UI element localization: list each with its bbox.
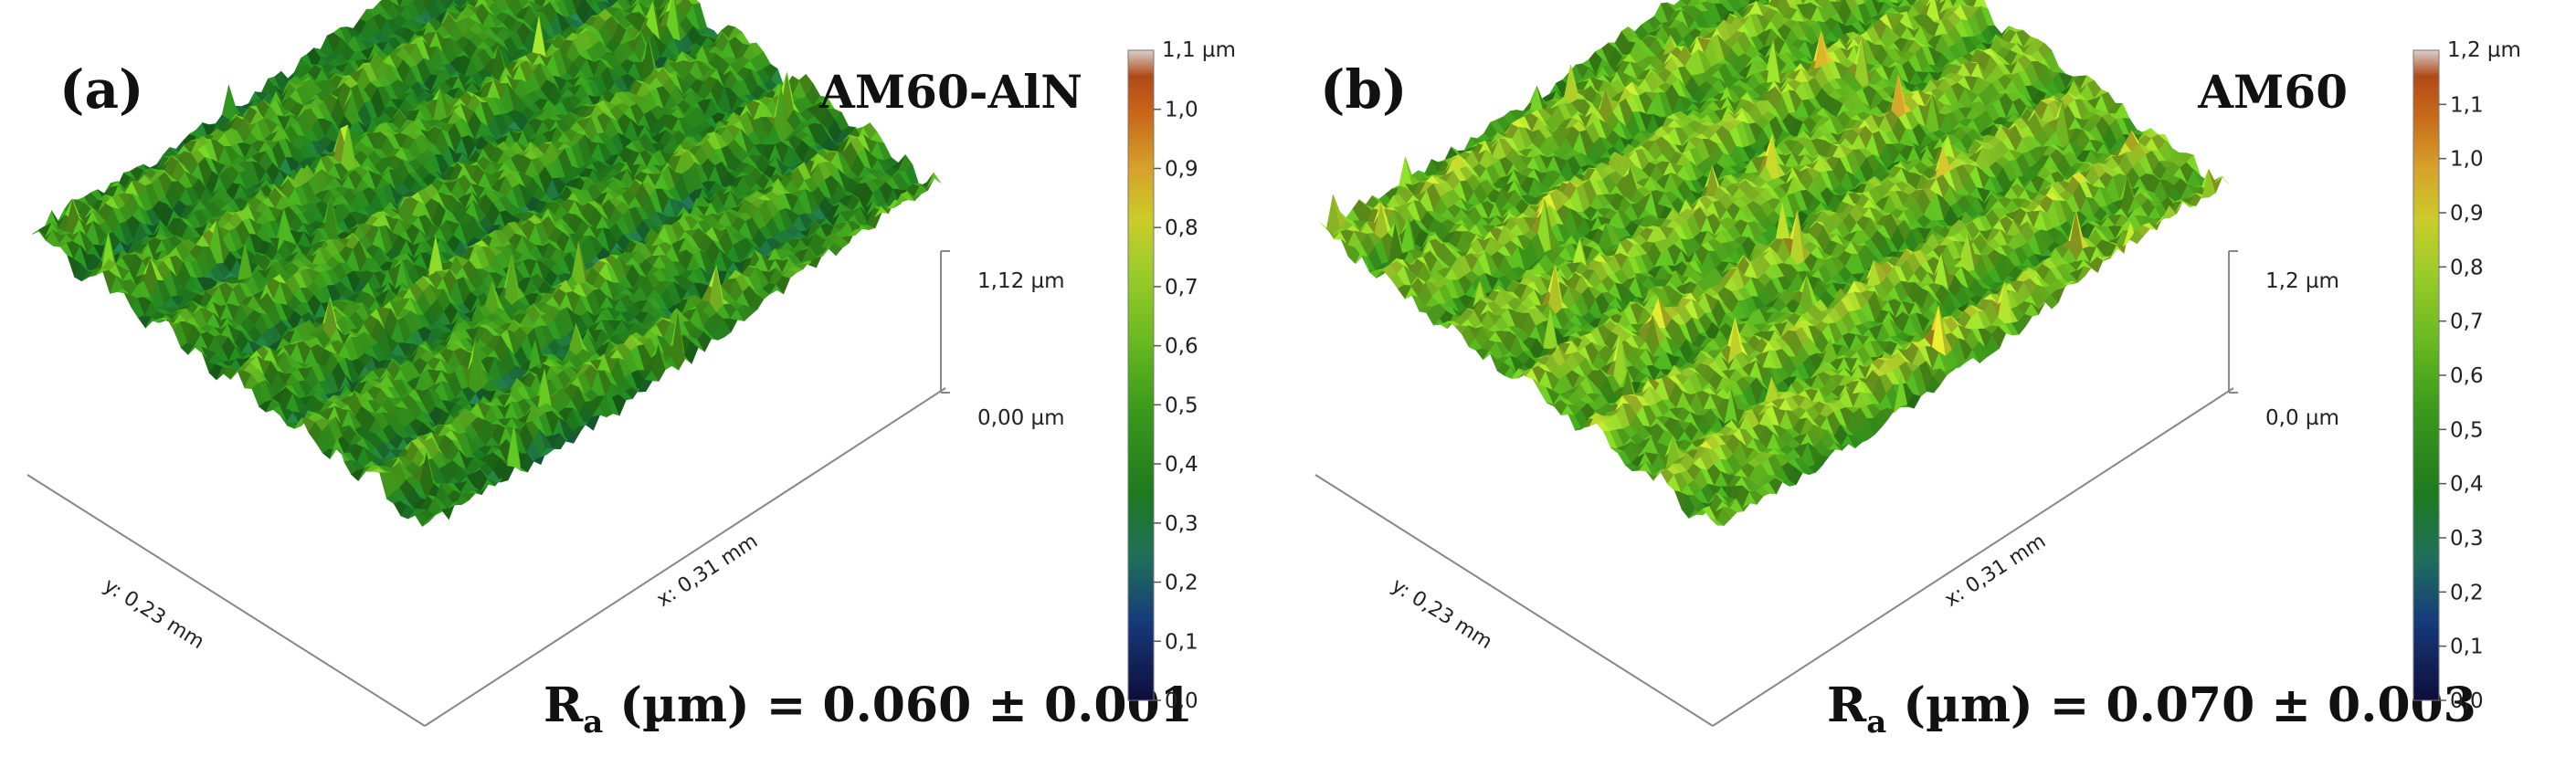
z-max-label: 1,12 µm — [977, 269, 1065, 293]
surface-facet — [505, 0, 513, 8]
z-min-label: 0,00 µm — [977, 406, 1065, 430]
colorbar-tick-label: 0,2 — [1165, 572, 1198, 595]
colorbar-tick-label: 0,0 — [1165, 689, 1198, 713]
x-axis-line-b — [1712, 387, 2234, 727]
colorbar-tick-label: 0,9 — [1165, 157, 1198, 181]
surface-facet — [1747, 0, 1751, 5]
surface-b — [1319, 0, 2230, 526]
colorbar-tick-label: 0,5 — [1165, 394, 1198, 417]
surface-facet — [609, 0, 619, 5]
colorbar-a — [1127, 49, 1155, 701]
panel-label: (a) — [59, 58, 143, 121]
ra-subscript: a — [583, 704, 603, 741]
x-axis-line-a — [424, 387, 946, 727]
surface-facet — [492, 0, 498, 4]
surface-plot-a: (a) AM60-AlN 1,12 µm 0,00 µm y: 0,23 mm … — [26, 0, 1236, 741]
surface-facet — [466, 0, 477, 3]
y-axis-line-b — [1314, 474, 1714, 727]
surface-a — [31, 0, 942, 527]
surface-facet — [674, 0, 684, 5]
colorbar-tick-label: 0,3 — [1165, 512, 1198, 536]
surface-facet — [1680, 0, 1693, 6]
colorbar-tick-label: 1,0 — [1165, 99, 1198, 122]
surface-facet — [630, 0, 637, 5]
colorbar-tick-label: 0,1 — [1165, 630, 1198, 654]
surface-facet — [1768, 0, 1770, 2]
colorbar-tick-label: 0,7 — [1165, 276, 1198, 299]
panel-b: (b) AM60 1,2 µm 0,0 µm y: 0,23 mm x: 0,3… — [1288, 0, 2576, 767]
surface-facet — [628, 0, 634, 5]
y-axis-line-a — [26, 474, 426, 727]
surface-facet — [533, 0, 538, 4]
y-axis-label: y: 0,23 mm — [100, 574, 208, 654]
colorbar-top-label: 1,1 µm — [1162, 38, 1236, 62]
surface-facet — [607, 0, 613, 5]
ra-value: Ra (µm) = 0.060 ± 0.001 — [544, 678, 1193, 741]
ra-prefix: R — [544, 678, 584, 733]
surface-plot-b: (b) AM60 1,2 µm 0,0 µm y: 0,23 mm x: 0,3… — [1314, 0, 2521, 741]
ra-suffix: (µm) = 0.060 ± 0.001 — [603, 678, 1193, 733]
colorbar-tick-label: 0,8 — [1165, 216, 1198, 240]
colorbar-tick-label: 0,6 — [1165, 335, 1198, 359]
sample-title: AM60-AlN — [818, 65, 1082, 119]
surface-facet — [926, 172, 942, 188]
surface-facet — [396, 0, 404, 8]
colorbar-tick-label: 0,4 — [1165, 453, 1198, 477]
panel-a: (a) AM60-AlN 1,12 µm 0,00 µm y: 0,23 mm … — [26, 0, 1236, 741]
surface-facet — [1768, 0, 1772, 4]
